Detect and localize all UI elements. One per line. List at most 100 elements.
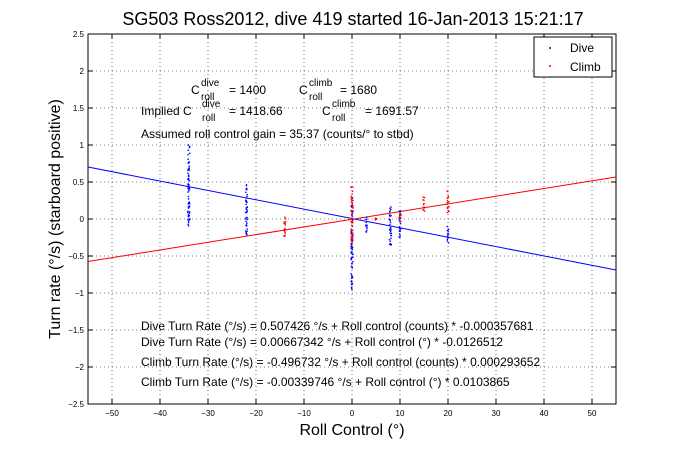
dive-point bbox=[365, 218, 367, 221]
dive-point bbox=[399, 235, 401, 238]
climb-cluster bbox=[283, 216, 287, 237]
climb-point bbox=[350, 240, 353, 242]
climb-point bbox=[284, 224, 286, 226]
dive-point bbox=[390, 227, 392, 229]
dive-point bbox=[245, 197, 248, 199]
climb-point bbox=[351, 238, 354, 240]
dive-point bbox=[390, 237, 392, 239]
dive-point bbox=[188, 218, 191, 221]
x-axis-label: Roll Control (°) bbox=[299, 422, 404, 439]
c-roll-annotations: C dive roll = 1400 C climb roll = 1680 I… bbox=[141, 78, 419, 141]
climb-cluster bbox=[446, 190, 450, 214]
dive-point bbox=[352, 235, 354, 238]
x-tick-label: −20 bbox=[249, 409, 263, 418]
dive-point bbox=[389, 243, 391, 245]
climb-point bbox=[448, 210, 450, 213]
dive-point bbox=[389, 219, 391, 221]
implied-dive-sub: roll bbox=[202, 113, 215, 124]
chart-title: SG503 Ross2012, dive 419 started 16-Jan-… bbox=[122, 9, 583, 29]
dive-point bbox=[352, 256, 354, 258]
fit-annotation-climb-counts: Climb Turn Rate (°/s) = -0.496732 °/s + … bbox=[141, 355, 540, 369]
dive-point bbox=[189, 145, 191, 148]
dive-point bbox=[390, 206, 392, 208]
climb-point bbox=[446, 200, 449, 202]
dive-point bbox=[187, 153, 189, 156]
dive-point bbox=[188, 161, 190, 163]
x-tick-label: −30 bbox=[201, 409, 215, 418]
climb-point bbox=[352, 207, 354, 209]
dive-point bbox=[400, 228, 402, 230]
climb-point bbox=[423, 206, 425, 209]
dive-point bbox=[189, 211, 191, 213]
climb-point bbox=[448, 201, 450, 203]
dive-point bbox=[187, 169, 189, 172]
y-axis-label: Turn rate (°/s) (starboard positive) bbox=[47, 99, 64, 339]
c-dive-sup: dive bbox=[201, 78, 220, 89]
climb-point bbox=[351, 233, 353, 236]
dive-point bbox=[389, 230, 392, 233]
c-climb-value: = 1680 bbox=[340, 83, 377, 97]
dive-point bbox=[246, 234, 248, 236]
fit-annotation-dive-counts: Dive Turn Rate (°/s) = 0.507426 °/s + Ro… bbox=[141, 319, 534, 333]
dive-point bbox=[245, 200, 247, 202]
dive-point bbox=[351, 246, 354, 249]
climb-point bbox=[448, 205, 450, 208]
dive-point bbox=[351, 203, 353, 205]
dive-point bbox=[447, 236, 450, 239]
dive-point bbox=[245, 191, 247, 193]
dive-point bbox=[187, 218, 189, 221]
dive-point bbox=[390, 232, 393, 235]
dive-point bbox=[188, 186, 191, 189]
climb-point bbox=[446, 197, 449, 200]
dive-point bbox=[447, 234, 449, 237]
dive-point bbox=[350, 287, 353, 289]
gain-annotation: Assumed roll control gain = 35.37 (count… bbox=[141, 127, 414, 141]
plot-area: −50 −40 −30 −20 −10 0 10 20 30 40 50−2.5−2−1.5−1−0… bbox=[68, 30, 617, 418]
dive-point bbox=[244, 211, 247, 214]
dive-point bbox=[390, 208, 392, 211]
dive-point bbox=[389, 221, 392, 224]
legend-marker-dive bbox=[549, 47, 551, 49]
climb-point bbox=[350, 221, 353, 224]
climb-point bbox=[351, 239, 354, 241]
dive-point bbox=[351, 225, 354, 227]
dive-point bbox=[398, 233, 401, 235]
climb-point bbox=[350, 197, 352, 199]
legend-label-climb: Climb bbox=[570, 60, 601, 74]
climb-point bbox=[283, 235, 285, 237]
dive-point bbox=[351, 210, 354, 212]
climb-point bbox=[351, 197, 354, 199]
dive-point bbox=[351, 220, 353, 223]
climb-point bbox=[422, 206, 424, 209]
dive-point bbox=[245, 203, 247, 205]
dive-point bbox=[187, 206, 190, 208]
dive-point bbox=[366, 224, 368, 226]
climb-point bbox=[351, 215, 353, 217]
legend-box bbox=[533, 36, 613, 78]
climb-point bbox=[351, 224, 353, 226]
dive-point bbox=[244, 218, 247, 220]
dive-point bbox=[390, 214, 392, 217]
dive-point bbox=[246, 210, 249, 212]
implied-dive-sup: dive bbox=[202, 99, 221, 110]
dive-point bbox=[389, 207, 391, 210]
x-tick-label: 20 bbox=[444, 409, 453, 418]
dive-point bbox=[398, 236, 400, 238]
dive-point bbox=[399, 230, 401, 232]
dive-point bbox=[389, 210, 391, 212]
dive-point bbox=[245, 207, 247, 209]
dive-point bbox=[400, 210, 402, 212]
legend: Dive Climb bbox=[533, 36, 613, 78]
dive-point bbox=[187, 162, 189, 164]
dive-point bbox=[365, 221, 367, 224]
implied-dive-value: = 1418.66 bbox=[229, 104, 283, 118]
y-tick-label: 1.5 bbox=[73, 104, 85, 113]
dive-point bbox=[188, 203, 191, 205]
climb-point bbox=[284, 216, 286, 218]
dive-point bbox=[351, 263, 353, 265]
climb-point bbox=[350, 198, 353, 200]
dive-point bbox=[188, 165, 190, 167]
climb-point bbox=[350, 236, 353, 238]
dive-point bbox=[351, 267, 353, 269]
